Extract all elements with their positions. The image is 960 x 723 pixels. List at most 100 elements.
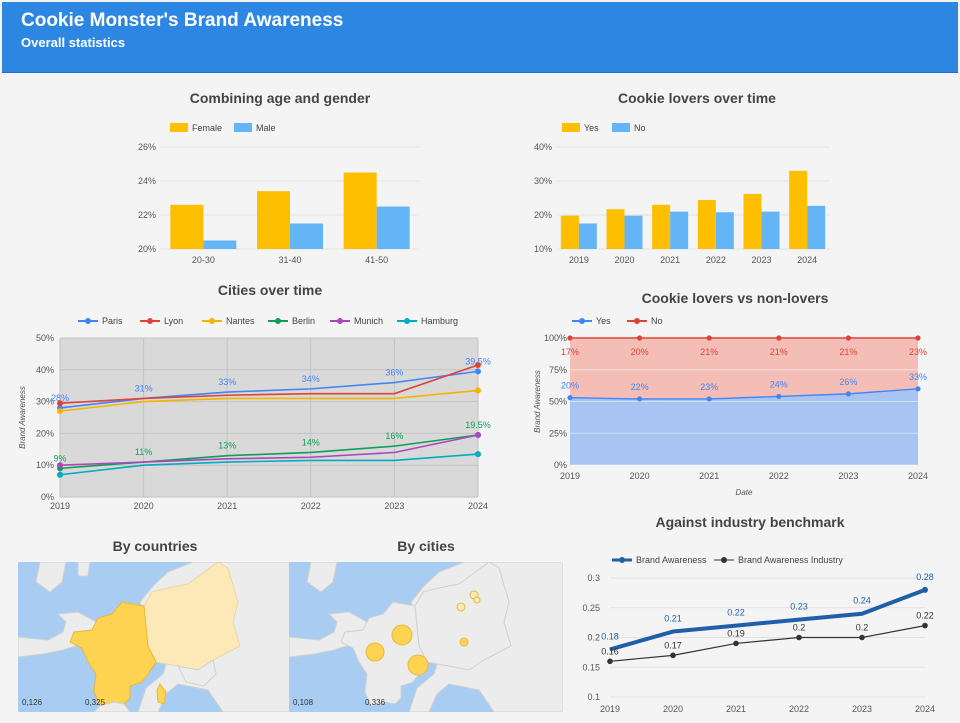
point-yes[interactable] bbox=[567, 395, 573, 401]
series-line-industry[interactable] bbox=[609, 625, 926, 662]
bar-no-2022[interactable] bbox=[715, 212, 734, 249]
point-industry[interactable] bbox=[607, 658, 613, 665]
data-label-industry: 0.22 bbox=[916, 611, 934, 621]
series-line-lyon[interactable] bbox=[59, 364, 479, 404]
point-yes[interactable] bbox=[706, 396, 712, 402]
city-bubble-nantes[interactable] bbox=[365, 642, 385, 662]
series-line-yes[interactable] bbox=[569, 388, 919, 400]
legend-marker-no bbox=[634, 318, 640, 324]
point-yes[interactable] bbox=[776, 393, 782, 400]
lovers-time-title: Cookie lovers over time bbox=[618, 90, 776, 106]
cities-scale-min: 0,108 bbox=[293, 698, 314, 707]
x-tick-label: 2019 bbox=[569, 255, 589, 265]
bar-male-31-40[interactable] bbox=[290, 223, 323, 250]
age-gender-title: Combining age and gender bbox=[189, 90, 371, 106]
area-no[interactable] bbox=[570, 338, 918, 399]
point-yes[interactable] bbox=[637, 396, 643, 402]
cities-time-chart[interactable]: 0% 10% 20% 30% 40% 50% 2019 2020 2021 2022 2023 202… bbox=[10, 305, 500, 520]
point-yes[interactable] bbox=[845, 391, 851, 397]
bar-yes-2023[interactable] bbox=[743, 193, 762, 249]
bar-female-41-50[interactable] bbox=[343, 172, 377, 250]
bar-no-2019[interactable] bbox=[578, 223, 597, 250]
point-nantes-end[interactable] bbox=[475, 387, 481, 394]
lovers-time-chart[interactable]: 10% 20% 30% 40% Yes No 2019 2020 2021 2022 2023 202… bbox=[520, 115, 840, 275]
point-nantes-start[interactable] bbox=[57, 408, 63, 415]
bar-no-2020[interactable] bbox=[624, 215, 643, 249]
point-no[interactable] bbox=[637, 335, 643, 341]
countries-map[interactable]: 0,126 0,325 bbox=[18, 562, 292, 712]
y-tick-label: 50% bbox=[549, 397, 567, 407]
legend-swatch-no bbox=[612, 123, 630, 132]
data-label-industry: 0.19 bbox=[727, 628, 745, 638]
y-tick-label: 100% bbox=[544, 333, 567, 343]
data-label-yes: 24% bbox=[770, 379, 788, 389]
legend-label-paris: Paris bbox=[102, 316, 123, 326]
point-no[interactable] bbox=[915, 335, 921, 341]
city-bubble-lyon[interactable] bbox=[407, 654, 429, 676]
x-tick-label: 2020 bbox=[134, 501, 154, 511]
x-tick-label: 20-30 bbox=[192, 255, 215, 265]
data-label-paris: 28% bbox=[51, 393, 69, 403]
point-no[interactable] bbox=[567, 335, 573, 341]
bar-yes-2019[interactable] bbox=[560, 215, 579, 249]
bar-male-41-50[interactable] bbox=[376, 206, 410, 250]
data-label-no: 21% bbox=[770, 347, 788, 357]
point-industry[interactable] bbox=[922, 622, 928, 629]
point-lyon-end[interactable] bbox=[475, 362, 481, 369]
bar-no-2024[interactable] bbox=[807, 205, 826, 249]
series-line-munich[interactable] bbox=[59, 434, 479, 466]
point-munich-start[interactable] bbox=[57, 462, 63, 469]
x-tick-label: 2022 bbox=[301, 501, 321, 511]
point-hamburg-start[interactable] bbox=[57, 471, 63, 478]
benchmark-chart[interactable]: 0.1 0.15 0.2 0.25 0.3 2019 2020 2021 2022 2023 202… bbox=[565, 547, 950, 717]
point-industry[interactable] bbox=[796, 634, 802, 641]
point-hamburg-end[interactable] bbox=[475, 451, 481, 458]
y-tick-label: 26% bbox=[138, 142, 156, 152]
cities-map[interactable]: 0,108 0,336 bbox=[289, 562, 563, 712]
point-industry[interactable] bbox=[859, 634, 865, 641]
city-bubble-small[interactable] bbox=[473, 596, 481, 604]
bar-female-20-30[interactable] bbox=[170, 204, 204, 249]
bar-yes-2024[interactable] bbox=[789, 170, 808, 249]
y-tick-label: 0% bbox=[41, 492, 54, 502]
bar-no-2021[interactable] bbox=[670, 211, 689, 249]
point-brand-awareness[interactable] bbox=[922, 586, 928, 593]
point-no[interactable] bbox=[776, 335, 782, 341]
point-lyon-start[interactable] bbox=[57, 400, 63, 407]
series-line-brand-awareness[interactable] bbox=[609, 588, 926, 652]
city-bubble-hamburg[interactable] bbox=[456, 602, 466, 612]
age-gender-chart[interactable]: 20% 22% 24% 26% Female Male 20-30 31-40 41-50 bbox=[130, 115, 430, 275]
series-line-hamburg[interactable] bbox=[59, 453, 479, 476]
point-yes[interactable] bbox=[915, 386, 921, 392]
data-label-brand-awareness: 0.18 bbox=[601, 631, 619, 641]
bar-female-31-40[interactable] bbox=[257, 191, 290, 249]
data-label-no: 17% bbox=[561, 347, 579, 357]
point-industry[interactable] bbox=[733, 640, 739, 647]
y-tick-label: 20% bbox=[534, 210, 552, 220]
point-industry[interactable] bbox=[670, 652, 676, 659]
bar-yes-2021[interactable] bbox=[652, 204, 671, 249]
area-yes[interactable] bbox=[570, 388, 918, 465]
y-tick-label: 0.1 bbox=[587, 692, 600, 702]
x-tick-label: 2021 bbox=[660, 255, 680, 265]
point-no[interactable] bbox=[845, 335, 851, 341]
point-no[interactable] bbox=[706, 335, 712, 341]
cities-scale-max: 0,336 bbox=[365, 698, 386, 707]
series-line-nantes[interactable] bbox=[59, 389, 479, 412]
lovers-vs-chart[interactable]: 0% 25% 50% 75% 100% 2019 2020 2021 2022 2023 2024 D… bbox=[525, 310, 945, 505]
lovers-vs-title: Cookie lovers vs non-lovers bbox=[641, 290, 829, 306]
point-paris-end[interactable] bbox=[475, 368, 481, 375]
point-munich-end[interactable] bbox=[475, 431, 481, 438]
bar-yes-2020[interactable] bbox=[606, 209, 625, 249]
bar-male-20-30[interactable] bbox=[203, 240, 237, 250]
legend-swatch-female bbox=[170, 123, 188, 132]
city-bubble-paris[interactable] bbox=[391, 624, 413, 646]
legend-label-no: No bbox=[651, 316, 663, 326]
bar-no-2023[interactable] bbox=[761, 211, 780, 249]
city-bubble-munich[interactable] bbox=[459, 637, 469, 647]
x-tick-label: 2023 bbox=[838, 471, 858, 481]
lovers-time-svg: 10% 20% 30% 40% Yes No 2019 2020 2021 2022 2023 202… bbox=[534, 123, 830, 265]
legend-marker-nantes bbox=[209, 318, 215, 324]
data-label-paris: 34% bbox=[302, 374, 320, 384]
bar-yes-2022[interactable] bbox=[697, 200, 716, 249]
